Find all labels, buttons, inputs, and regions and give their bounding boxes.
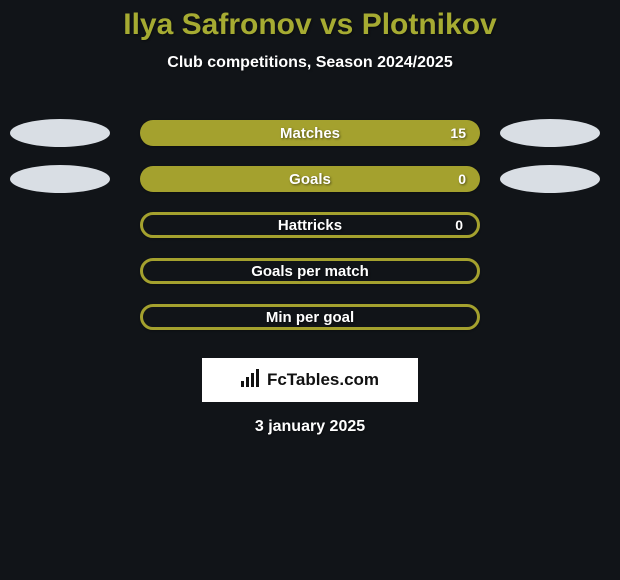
stat-label: Matches xyxy=(280,125,340,142)
page-title: Ilya Safronov vs Plotnikov xyxy=(123,8,496,42)
stat-row: Min per goal xyxy=(0,294,620,340)
stat-value: 0 xyxy=(455,217,463,233)
stat-label: Min per goal xyxy=(266,309,354,326)
stat-value: 0 xyxy=(458,171,466,187)
page-subtitle: Club competitions, Season 2024/2025 xyxy=(167,54,452,72)
ellipse-left xyxy=(10,119,110,147)
stats-chart: Matches 15 Goals 0 Hattricks 0 Goals per match… xyxy=(0,110,620,340)
ellipse-left xyxy=(10,165,110,193)
stat-row: Goals per match xyxy=(0,248,620,294)
logo-box: FcTables.com xyxy=(202,358,418,402)
stat-bar: Goals 0 xyxy=(140,166,480,192)
stat-row: Hattricks 0 xyxy=(0,202,620,248)
stat-label: Goals per match xyxy=(251,263,369,280)
stat-bar: Matches 15 xyxy=(140,120,480,146)
stat-bar: Goals per match xyxy=(140,258,480,284)
bar-chart-icon xyxy=(241,369,261,392)
stat-row: Goals 0 xyxy=(0,156,620,202)
logo-text: FcTables.com xyxy=(267,370,379,390)
stat-value: 15 xyxy=(450,125,466,141)
stat-label: Goals xyxy=(289,171,331,188)
ellipse-right xyxy=(500,119,600,147)
stat-bar: Min per goal xyxy=(140,304,480,330)
stat-bar: Hattricks 0 xyxy=(140,212,480,238)
ellipse-right xyxy=(500,165,600,193)
stat-label: Hattricks xyxy=(278,217,342,234)
infographic-container: Ilya Safronov vs Plotnikov Club competit… xyxy=(0,0,620,580)
stat-row: Matches 15 xyxy=(0,110,620,156)
date-text: 3 january 2025 xyxy=(255,418,365,436)
